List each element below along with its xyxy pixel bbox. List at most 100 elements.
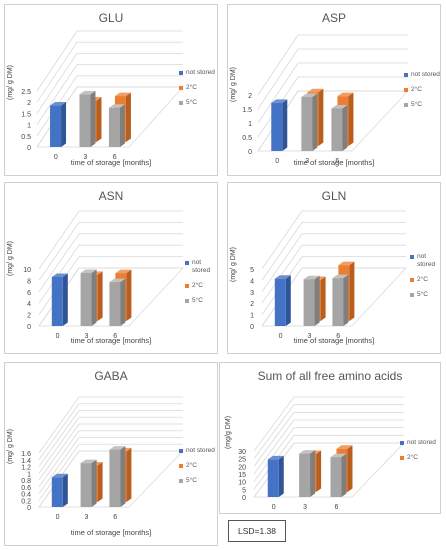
legend: not stored 2°C 5°C bbox=[179, 69, 215, 114]
bar-top bbox=[108, 104, 125, 108]
x-axis-label: time of storage [months] bbox=[293, 336, 375, 345]
chart-title: ASP bbox=[321, 11, 346, 25]
legend: not stored 2°C bbox=[400, 439, 436, 469]
y-tick-label: 2 bbox=[27, 313, 31, 320]
legend-item-2c: 2°C bbox=[179, 84, 215, 92]
bar-top bbox=[51, 473, 68, 478]
gridline-side bbox=[253, 412, 295, 467]
legend-item-2c: 2°C bbox=[400, 454, 436, 462]
gridline-side bbox=[36, 64, 78, 125]
legend-label: 5°C bbox=[417, 291, 428, 298]
y-tick-label: 0.4 bbox=[21, 492, 31, 499]
bar bbox=[330, 457, 342, 497]
chart-plot: 0 2 4 6 8 10 0 3 6 bbox=[23, 210, 184, 340]
bar-top bbox=[50, 102, 67, 106]
bar-side bbox=[120, 278, 126, 326]
bar-side bbox=[125, 92, 131, 142]
bar-top bbox=[307, 88, 324, 93]
gridline-side bbox=[38, 222, 80, 281]
bar bbox=[80, 463, 92, 507]
legend-label: not stored bbox=[186, 69, 215, 76]
bar-side bbox=[348, 92, 354, 146]
gridline-side bbox=[38, 410, 80, 467]
bar-top bbox=[80, 459, 97, 464]
gridline-side bbox=[36, 53, 78, 114]
bar-side bbox=[91, 269, 97, 326]
bar-side bbox=[119, 104, 125, 147]
y-axis-label: (mg/ g DM) bbox=[230, 247, 237, 282]
y-tick-label: 20 bbox=[238, 464, 246, 471]
bar bbox=[109, 282, 121, 326]
bar-side bbox=[62, 473, 68, 507]
y-tick-label: 0.8 bbox=[21, 478, 31, 485]
gridline-side bbox=[38, 423, 80, 481]
bar-top bbox=[115, 269, 132, 274]
bar-side bbox=[310, 450, 316, 497]
legend-item-not-stored: not stored bbox=[179, 69, 215, 77]
bar bbox=[301, 96, 313, 151]
bar-top bbox=[271, 99, 288, 103]
bar-side bbox=[126, 269, 132, 321]
y-axis-label: (mg/ g DM) bbox=[230, 67, 237, 102]
legend-item-2c: 2°C bbox=[185, 282, 217, 290]
bar-side bbox=[282, 99, 288, 151]
x-tick-label: 3 bbox=[83, 154, 87, 161]
legend-item-5c: 5°C bbox=[410, 291, 440, 299]
y-tick-label: 0 bbox=[242, 495, 246, 502]
y-tick-label: 1.5 bbox=[242, 107, 252, 114]
chart-panel-gln: GLN 0 1 2 3 4 5 0 3 6 (mg/ g DM) not stored 2°C … bbox=[227, 182, 441, 354]
y-tick-label: 1.5 bbox=[21, 111, 31, 118]
chart-title: ASN bbox=[98, 189, 124, 203]
bar-top bbox=[109, 446, 126, 450]
gridline-side bbox=[261, 210, 303, 270]
bar bbox=[267, 459, 279, 497]
legend-item-5c: 5°C bbox=[179, 99, 215, 107]
bar-side bbox=[341, 453, 347, 497]
bar bbox=[299, 453, 311, 497]
chart-plot: 0 0.5 1 1.5 2 0 3 6 bbox=[242, 34, 409, 165]
legend-label: 5°C bbox=[186, 477, 197, 484]
chart-title: Sum of all free amino acids bbox=[257, 369, 403, 383]
y-tick-label: 5 bbox=[242, 487, 246, 494]
bar bbox=[332, 278, 344, 326]
bar bbox=[271, 102, 283, 151]
y-tick-label: 10 bbox=[23, 267, 31, 274]
bar-top bbox=[79, 90, 96, 95]
chart-panel-asn: ASN 0 2 4 6 8 10 0 3 6 (mg/ g DM) not stored 2°C… bbox=[4, 182, 218, 354]
bar bbox=[50, 105, 62, 147]
gridline-side bbox=[257, 62, 299, 124]
y-tick-label: 2.5 bbox=[21, 89, 31, 96]
legend-label: 2°C bbox=[192, 282, 203, 289]
bar-side bbox=[120, 446, 126, 507]
legend-label: 2°C bbox=[411, 86, 422, 93]
legend-label: 2°C bbox=[407, 454, 418, 461]
bar-side bbox=[342, 104, 348, 151]
gridline-side bbox=[38, 210, 80, 270]
legend-item-not-stored: not stored bbox=[400, 439, 436, 447]
legend: not stored 2°C 5°C bbox=[404, 71, 440, 116]
chart-panel-gaba: GABA 0 0.2 0.4 0.6 0.8 1 1.2 1.4 1.6 0 3 6 (mg/ g D… bbox=[4, 362, 218, 546]
y-tick-label: 0 bbox=[248, 149, 252, 156]
chart-panel-glu: GLU 0 0.5 1 1.5 2 2.5 0 3 6 (mg/ g DM) not store… bbox=[4, 4, 218, 176]
bar-top bbox=[109, 278, 126, 283]
y-axis-label: (mg/g DM) bbox=[225, 415, 233, 450]
chart-plot: 00.20.40.60.811.21.41.60 3 6 bbox=[21, 396, 184, 521]
legend-label: 2°C bbox=[186, 84, 197, 91]
gridline-side bbox=[261, 233, 303, 293]
bar-side bbox=[126, 447, 132, 502]
lsd-box: LSD=1.38 bbox=[228, 520, 286, 542]
bar-side bbox=[285, 275, 291, 326]
x-tick-label: 0 bbox=[56, 514, 60, 521]
legend-item-not-stored: not stored bbox=[185, 259, 217, 275]
x-axis-label: time of storage [months] bbox=[293, 158, 375, 167]
chart-title: GABA bbox=[94, 369, 128, 383]
bar-top bbox=[332, 274, 349, 279]
y-tick-label: 1 bbox=[27, 471, 31, 478]
x-tick-label: 0 bbox=[275, 158, 279, 165]
y-tick-label: 1.4 bbox=[21, 458, 31, 465]
legend-item-2c: 2°C bbox=[410, 276, 440, 284]
y-tick-label: 2 bbox=[250, 301, 254, 308]
y-tick-label: 4 bbox=[250, 278, 254, 285]
legend-label: not stored bbox=[407, 439, 436, 446]
